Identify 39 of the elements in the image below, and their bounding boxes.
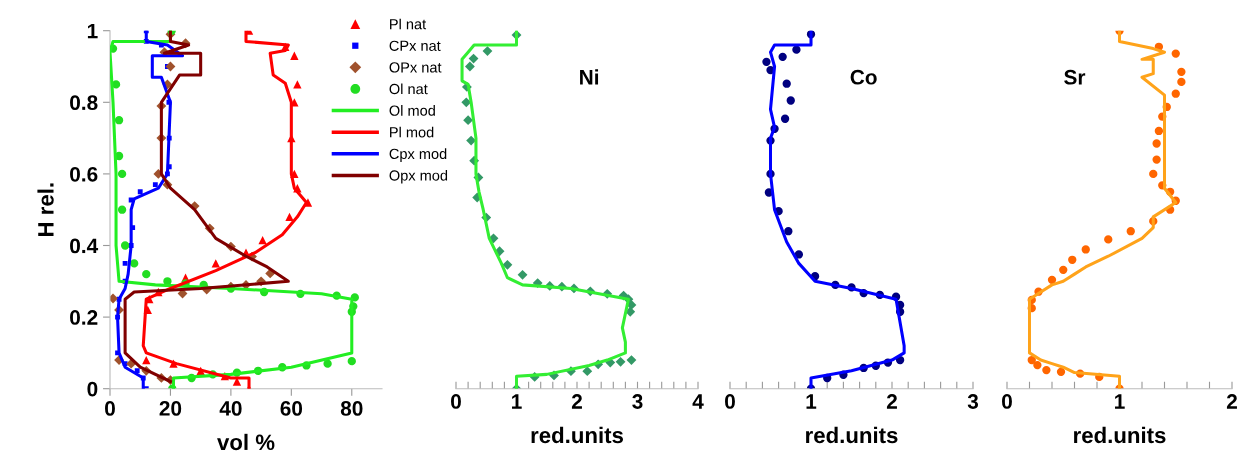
annotation: Sr bbox=[1064, 69, 1086, 85]
legend-label: OPx nat bbox=[389, 62, 442, 73]
x-tick-label: 40 bbox=[219, 401, 242, 416]
x-tick-label: 0 bbox=[1002, 394, 1012, 409]
x-tick-label: 0 bbox=[105, 401, 115, 416]
x-tick-label: 3 bbox=[967, 394, 979, 409]
legend-label: Pl nat bbox=[390, 18, 427, 30]
y-tick-label: 0.4 bbox=[70, 238, 99, 254]
y-tick-label: 0.2 bbox=[70, 310, 98, 325]
x-tick-label: 20 bbox=[159, 401, 182, 416]
x-axis-title: red.units bbox=[531, 426, 624, 444]
x-tick-label: 1 bbox=[1115, 394, 1125, 409]
legend-label: Cpx mod bbox=[389, 148, 447, 162]
x-tick-label: 1 bbox=[512, 394, 522, 409]
annotation: Ni bbox=[580, 69, 599, 85]
y-axis-title: H rel. bbox=[37, 183, 54, 236]
x-axis-title: red.units bbox=[806, 426, 898, 444]
y-tick-label: 1 bbox=[87, 23, 98, 39]
x-axis-title: red.units bbox=[1074, 426, 1166, 444]
x-tick-label: 2 bbox=[886, 394, 897, 409]
annotation: Co bbox=[850, 69, 877, 85]
x-tick-label: 4 bbox=[692, 394, 704, 409]
y-tick-label: 0 bbox=[87, 381, 98, 397]
y-tick-label: 0.8 bbox=[70, 95, 98, 111]
y-tick-label: 0.6 bbox=[70, 166, 98, 182]
x-tick-label: 80 bbox=[340, 401, 363, 416]
legend-label: Ol mod bbox=[389, 105, 435, 116]
x-tick-label: 60 bbox=[280, 401, 303, 416]
legend-label: CPx nat bbox=[389, 40, 441, 51]
x-tick-label: 0 bbox=[451, 394, 461, 409]
x-tick-label: 2 bbox=[1226, 394, 1237, 409]
x-tick-label: 0 bbox=[725, 394, 735, 409]
x-tick-label: 2 bbox=[571, 394, 582, 409]
legend-label: Ol nat bbox=[389, 83, 428, 95]
legend-label: Opx mod bbox=[389, 169, 448, 184]
x-axis-title: vol % bbox=[217, 433, 275, 451]
x-tick-label: 1 bbox=[806, 394, 817, 409]
legend-label: Pl mod bbox=[390, 126, 434, 138]
x-tick-label: 3 bbox=[632, 394, 643, 409]
